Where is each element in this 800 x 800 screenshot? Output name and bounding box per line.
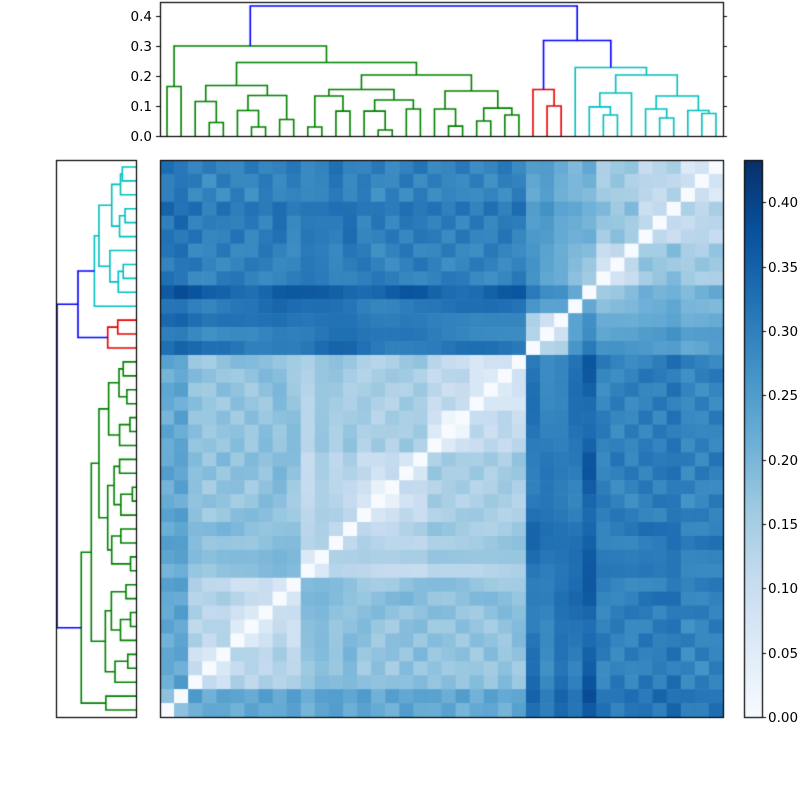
colorbar-tick-label: 0.30 — [768, 323, 799, 340]
colorbar-tick-label: 0.05 — [768, 645, 799, 662]
top-dendrogram-tick-label: 0.0 — [130, 128, 152, 145]
top-dendrogram-tick-label: 0.2 — [130, 68, 152, 85]
colorbar-tick-label: 0.20 — [768, 452, 799, 469]
top-dendrogram-tick-label: 0.1 — [130, 98, 152, 115]
colorbar-tick-label: 0.00 — [768, 709, 799, 726]
colorbar-tick-label: 0.15 — [768, 516, 799, 533]
colorbar-tick-label: 0.25 — [768, 387, 799, 404]
colorbar-tick-label: 0.10 — [768, 580, 799, 597]
colorbar-tick-label: 0.40 — [768, 194, 799, 211]
top-dendrogram-tick-label: 0.3 — [130, 38, 152, 55]
colorbar-tick-label: 0.35 — [768, 259, 799, 276]
top-dendrogram-tick-label: 0.4 — [130, 8, 152, 25]
